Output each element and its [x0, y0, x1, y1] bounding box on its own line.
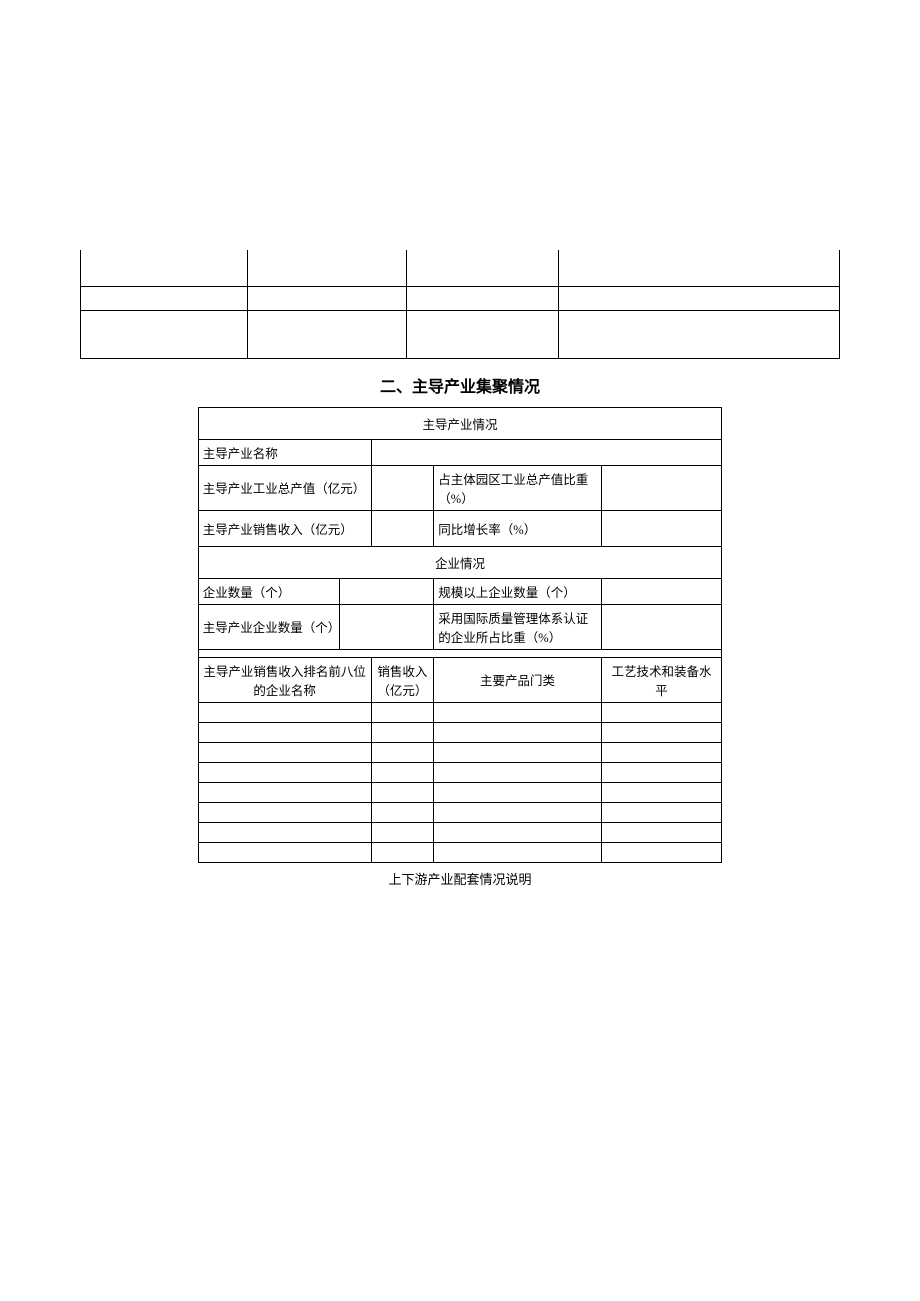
table-row: 主导产业企业数量（个） 采用国际质量管理体系认证的企业所占比重（%） — [198, 604, 721, 649]
cell-tech — [601, 742, 721, 762]
cell-sales — [371, 702, 434, 722]
cell-name — [198, 762, 371, 782]
industry-section-header: 主导产业情况 — [198, 407, 721, 439]
cell-name — [198, 822, 371, 842]
cell-sales — [371, 822, 434, 842]
table-row — [81, 310, 840, 358]
cell-sales — [371, 842, 434, 862]
cell — [81, 310, 248, 358]
enterprise-section-header: 企业情况 — [198, 546, 721, 578]
table-row — [81, 286, 840, 310]
cell — [559, 286, 840, 310]
list-item — [198, 802, 721, 822]
list-item — [198, 782, 721, 802]
enterprise-count-value — [340, 578, 434, 604]
industry-name-value — [371, 439, 722, 465]
cell-tech — [601, 822, 721, 842]
top-table-fragment — [80, 250, 840, 359]
cell — [247, 310, 406, 358]
cell-name — [198, 802, 371, 822]
spacer-row — [198, 649, 721, 657]
table-row: 主导产业销售收入（亿元） 同比增长率（%） — [198, 510, 721, 546]
cell-products — [434, 762, 601, 782]
list-header-row: 主导产业销售收入排名前八位的企业名称 销售收入（亿元） 主要产品门类 工艺技术和… — [198, 657, 721, 702]
cell-name — [198, 742, 371, 762]
cell-sales — [371, 762, 434, 782]
cell-sales — [371, 802, 434, 822]
enterprise-count-label: 企业数量（个） — [198, 578, 339, 604]
cell-name — [198, 702, 371, 722]
leading-enterprise-count-label: 主导产业企业数量（个） — [198, 604, 339, 649]
iso-share-label: 采用国际质量管理体系认证的企业所占比重（%） — [434, 604, 601, 649]
cell-tech — [601, 802, 721, 822]
cell-products — [434, 722, 601, 742]
cell-products — [434, 822, 601, 842]
col-tech-level: 工艺技术和装备水平 — [601, 657, 721, 702]
gross-output-value — [371, 465, 434, 510]
enterprise-header-row: 企业情况 — [198, 546, 721, 578]
table-row: 主导产业工业总产值（亿元） 占主体园区工业总产值比重（%） — [198, 465, 721, 510]
cell-products — [434, 702, 601, 722]
cell-products — [434, 742, 601, 762]
main-table: 主导产业情况 主导产业名称 主导产业工业总产值（亿元） 占主体园区工业总产值比重… — [198, 407, 722, 863]
table-row: 企业数量（个） 规模以上企业数量（个） — [198, 578, 721, 604]
gross-output-label: 主导产业工业总产值（亿元） — [198, 465, 371, 510]
cell-tech — [601, 782, 721, 802]
cell-sales — [371, 722, 434, 742]
list-item — [198, 722, 721, 742]
yoy-growth-value — [601, 510, 721, 546]
table-row: 主导产业名称 — [198, 439, 721, 465]
above-scale-label: 规模以上企业数量（个） — [434, 578, 601, 604]
list-item — [198, 742, 721, 762]
table-row — [81, 250, 840, 286]
list-item — [198, 822, 721, 842]
cell-products — [434, 842, 601, 862]
col-sales: 销售收入（亿元） — [371, 657, 434, 702]
cell — [247, 250, 406, 286]
cell-name — [198, 722, 371, 742]
cell — [407, 286, 559, 310]
park-share-value — [601, 465, 721, 510]
cell-name — [198, 842, 371, 862]
sub-title: 上下游产业配套情况说明 — [80, 869, 840, 888]
cell-sales — [371, 782, 434, 802]
list-item — [198, 842, 721, 862]
col-products: 主要产品门类 — [434, 657, 601, 702]
section-title: 二、主导产业集聚情况 — [80, 373, 840, 397]
list-item — [198, 702, 721, 722]
list-item — [198, 762, 721, 782]
cell — [81, 286, 248, 310]
industry-name-label: 主导产业名称 — [198, 439, 371, 465]
park-share-label: 占主体园区工业总产值比重（%） — [434, 465, 601, 510]
sales-revenue-value — [371, 510, 434, 546]
yoy-growth-label: 同比增长率（%） — [434, 510, 601, 546]
cell-tech — [601, 842, 721, 862]
cell-name — [198, 782, 371, 802]
cell-tech — [601, 762, 721, 782]
iso-share-value — [601, 604, 721, 649]
leading-enterprise-count-value — [340, 604, 434, 649]
cell — [81, 250, 248, 286]
cell-products — [434, 782, 601, 802]
cell-tech — [601, 722, 721, 742]
industry-header-row: 主导产业情况 — [198, 407, 721, 439]
cell-sales — [371, 742, 434, 762]
cell — [407, 310, 559, 358]
cell — [407, 250, 559, 286]
sales-revenue-label: 主导产业销售收入（亿元） — [198, 510, 371, 546]
cell — [198, 649, 721, 657]
cell — [247, 286, 406, 310]
cell — [559, 310, 840, 358]
above-scale-value — [601, 578, 721, 604]
cell-tech — [601, 702, 721, 722]
col-company-name: 主导产业销售收入排名前八位的企业名称 — [198, 657, 371, 702]
cell-products — [434, 802, 601, 822]
cell — [559, 250, 840, 286]
